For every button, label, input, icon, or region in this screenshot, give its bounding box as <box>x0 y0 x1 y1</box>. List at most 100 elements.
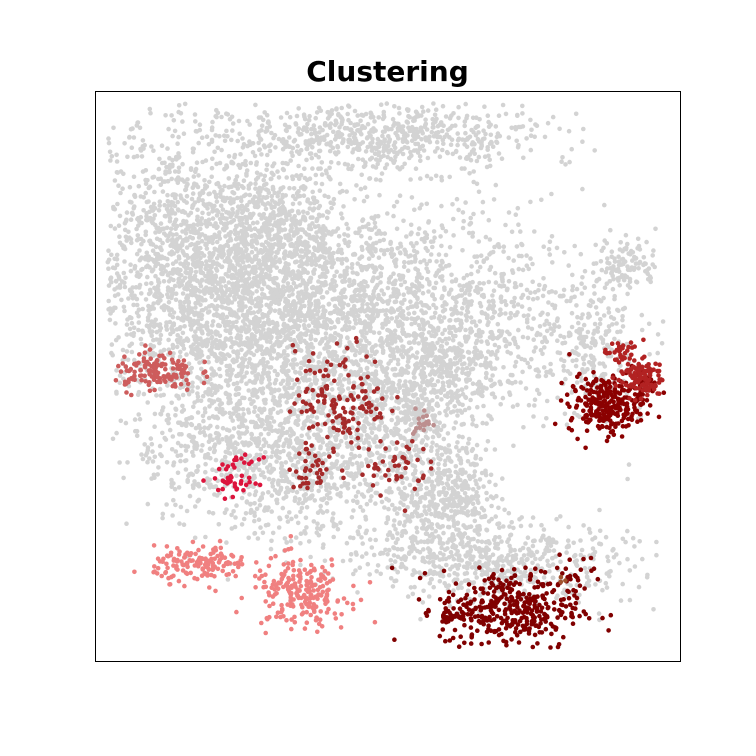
data-point <box>169 113 174 118</box>
data-point <box>235 195 240 201</box>
data-point <box>459 343 464 348</box>
data-point <box>230 339 235 345</box>
data-point <box>298 365 304 371</box>
data-point <box>254 220 260 225</box>
data-point <box>431 285 437 291</box>
data-point <box>233 223 239 229</box>
data-point <box>132 357 137 363</box>
data-point <box>333 358 338 363</box>
data-point <box>311 245 317 250</box>
data-point <box>296 189 301 194</box>
data-point <box>338 335 344 340</box>
data-point <box>493 352 498 358</box>
data-point <box>271 348 277 353</box>
data-point <box>253 181 258 186</box>
data-point <box>345 226 351 231</box>
data-point <box>300 297 306 302</box>
data-point <box>167 169 172 175</box>
data-point <box>477 319 483 324</box>
data-point <box>381 251 387 257</box>
data-point <box>261 211 267 217</box>
data-point <box>209 294 214 300</box>
data-point <box>219 360 224 365</box>
data-point <box>192 276 198 282</box>
data-point <box>270 343 276 349</box>
data-point <box>503 343 509 349</box>
data-point <box>199 329 205 334</box>
data-point <box>176 277 181 282</box>
data-point <box>217 279 223 285</box>
data-point <box>338 247 344 253</box>
data-point <box>346 239 352 245</box>
data-point <box>223 336 229 341</box>
data-point <box>139 291 144 296</box>
data-point <box>505 378 511 384</box>
data-point <box>241 326 247 332</box>
data-point <box>324 259 330 264</box>
data-point <box>535 296 540 301</box>
data-point <box>191 174 197 179</box>
data-point <box>335 257 341 262</box>
data-point <box>294 284 299 289</box>
data-point <box>136 320 142 325</box>
data-point <box>152 213 158 218</box>
data-point <box>178 111 184 116</box>
data-point <box>313 262 319 268</box>
data-point <box>202 291 207 296</box>
data-point <box>277 257 282 262</box>
data-point <box>114 368 119 373</box>
data-point <box>258 297 264 302</box>
data-point <box>344 258 350 263</box>
data-point <box>477 264 483 270</box>
data-point <box>414 350 420 355</box>
data-point <box>157 237 163 243</box>
data-point <box>195 222 200 227</box>
data-point <box>418 259 423 265</box>
data-point <box>324 215 330 221</box>
data-point <box>179 209 185 214</box>
data-point <box>371 288 377 294</box>
data-point <box>580 186 585 192</box>
data-point <box>150 248 156 253</box>
data-point <box>220 312 226 317</box>
data-point <box>166 126 171 132</box>
data-point <box>256 345 262 351</box>
data-point <box>255 319 261 325</box>
data-point <box>245 364 250 370</box>
data-point <box>106 266 111 272</box>
data-point <box>218 203 224 209</box>
data-point <box>247 224 252 229</box>
data-point <box>290 201 296 207</box>
data-point <box>352 352 358 358</box>
data-point <box>218 286 223 292</box>
data-point <box>530 279 535 285</box>
data-point <box>430 440 435 446</box>
data-point <box>143 232 148 238</box>
data-point <box>519 304 525 309</box>
data-point <box>359 112 364 118</box>
data-point <box>196 173 201 178</box>
data-point <box>427 282 432 287</box>
data-point <box>210 119 215 125</box>
data-point <box>464 282 470 288</box>
data-point <box>116 335 121 340</box>
data-point <box>205 275 211 280</box>
data-point <box>345 144 351 150</box>
data-point <box>199 135 205 140</box>
data-point <box>432 310 438 316</box>
data-point <box>193 329 198 335</box>
data-point <box>259 128 264 133</box>
data-point <box>539 197 544 203</box>
data-point <box>226 176 232 181</box>
data-point <box>113 278 119 284</box>
data-point <box>320 295 326 300</box>
data-point <box>397 193 403 198</box>
data-point <box>226 210 232 215</box>
data-point <box>112 293 118 299</box>
data-point <box>175 199 180 205</box>
data-point <box>280 160 286 166</box>
data-point <box>419 284 425 289</box>
data-point <box>223 284 228 289</box>
data-point <box>561 363 566 369</box>
data-point <box>131 174 137 180</box>
